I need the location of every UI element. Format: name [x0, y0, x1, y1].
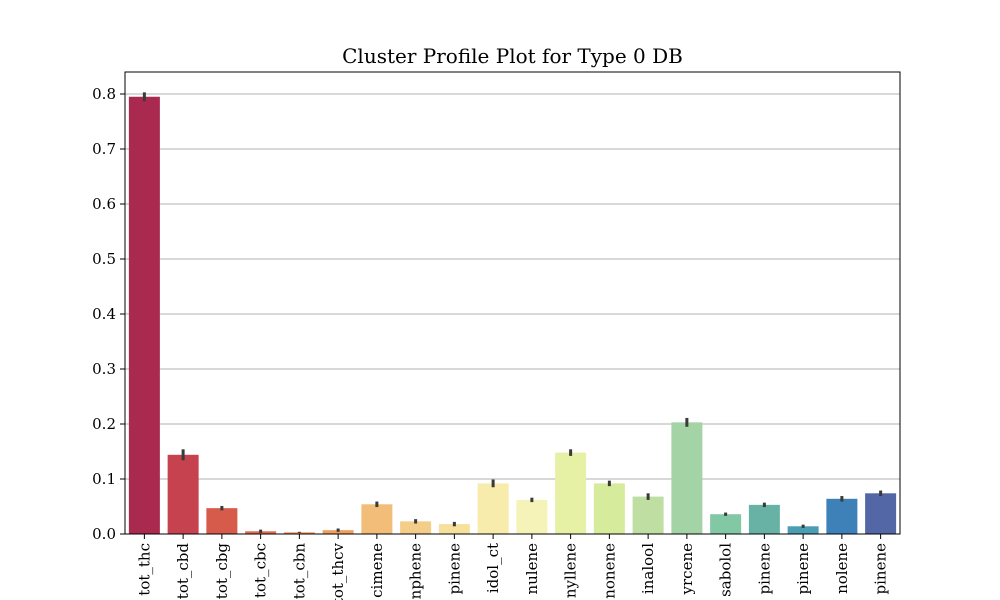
y-tick-label: 0.5 — [92, 250, 116, 268]
x-tick-label: nonene — [600, 543, 618, 599]
x-tick-label: tot_thcv — [329, 542, 347, 600]
bar-pinene — [748, 504, 780, 534]
bar-nphene — [400, 521, 432, 534]
y-tick-label: 0.4 — [92, 305, 116, 323]
y-tick-label: 0.7 — [92, 140, 116, 158]
x-tick-label: sabolol — [717, 543, 735, 597]
y-tick-label: 0.1 — [92, 470, 116, 488]
x-tick-label: pinene — [872, 543, 890, 595]
x-tick-label: idol_ct — [484, 543, 502, 593]
x-axis: tot_thc tot_cbd tot_cbg tot_cbc tot_cbn tot_t… — [135, 534, 890, 600]
bar-tot-cbg — [206, 508, 238, 534]
y-axis: 0.0 0.1 0.2 0.3 0.4 0.5 0.6 0.7 0.8 — [92, 85, 125, 543]
x-tick-label: tot_cbn — [290, 543, 308, 600]
x-tick-label: pinene — [755, 543, 773, 595]
bar-pinene — [438, 524, 470, 534]
x-tick-label: cimene — [368, 543, 386, 598]
x-tick-label: nulene — [523, 543, 541, 595]
x-tick-label: tot_cbg — [213, 543, 231, 600]
bar-nulene — [516, 499, 548, 534]
x-tick-label: yrcene — [678, 543, 696, 596]
y-tick-label: 0.2 — [92, 415, 116, 433]
bar-nyllene — [555, 452, 587, 534]
bar-tot-thc — [128, 96, 160, 534]
x-tick-label: nphene — [407, 543, 425, 599]
y-tick-label: 0.8 — [92, 85, 116, 103]
x-tick-label: pinene — [794, 543, 812, 595]
bars — [128, 96, 897, 534]
plot-frame — [124, 71, 901, 535]
bar-tot-cbd — [167, 454, 199, 534]
x-tick-label: tot_cbd — [174, 543, 192, 600]
error-bars — [142, 92, 883, 533]
bar-sabolol — [710, 514, 742, 534]
bar-yrcene — [671, 422, 703, 534]
bar-pinene — [865, 493, 897, 534]
bar-nolene — [826, 498, 858, 534]
x-tick-label: tot_thc — [135, 543, 153, 596]
bar-idol-ct — [477, 483, 509, 534]
y-tick-label: 0.0 — [92, 525, 116, 543]
bar-inalool — [632, 496, 664, 534]
x-tick-label: nolene — [833, 543, 851, 594]
x-tick-label: pinene — [445, 543, 463, 595]
x-tick-label: inalool — [639, 543, 657, 594]
bar-pinene — [787, 526, 819, 534]
y-tick-label: 0.6 — [92, 195, 116, 213]
x-tick-label: tot_cbc — [252, 543, 270, 598]
bar-cimene — [361, 504, 393, 534]
chart-title: Cluster Profile Plot for Type 0 DB — [342, 44, 683, 68]
y-tick-label: 0.3 — [92, 360, 116, 378]
gridlines — [125, 93, 900, 480]
x-tick-label: nyllene — [562, 543, 580, 598]
bar-nonene — [593, 483, 625, 534]
bar-tot-thcv — [322, 530, 354, 534]
bar-tot-cbn — [283, 532, 315, 534]
